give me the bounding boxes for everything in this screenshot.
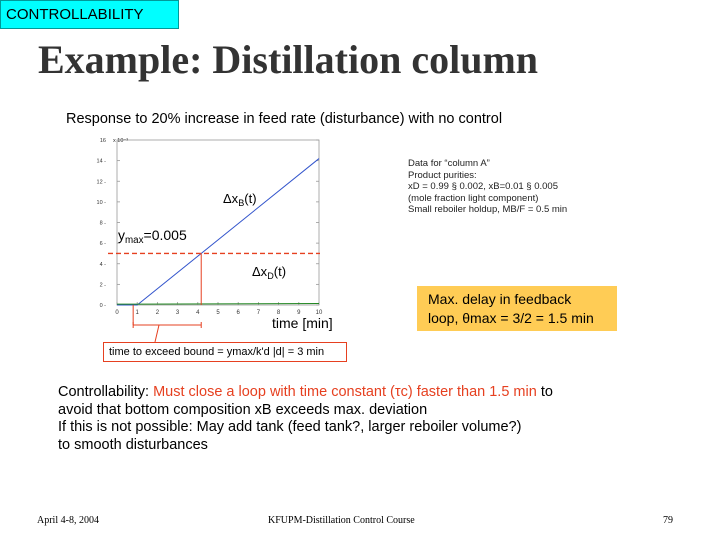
max-delay-box: Max. delay in feedback loop, θmax = 3/2 …	[417, 286, 617, 331]
column-info: Data for “column A” Product purities: xD…	[408, 158, 567, 216]
y-tick-label: 12 -	[97, 179, 107, 185]
y-tick-label: 6 -	[100, 241, 107, 247]
series-line-1	[117, 302, 320, 305]
x-tick-label: 7	[257, 310, 261, 316]
footer-page-number: 79	[663, 515, 673, 526]
info-line: Small reboiler holdup, MB/F = 0.5 min	[408, 204, 568, 215]
x-tick-label: 0	[115, 310, 119, 316]
ymax-label: ymax=0.005	[118, 227, 187, 246]
chart-axes	[116, 139, 320, 306]
series-line-0	[117, 158, 320, 306]
x-tick-label: 6	[237, 310, 241, 316]
chart-ticks: 0 1 2 3 4 5 6 7 8 9 10 16 14 - 12 - 10 - 8 - 6 - 4 - 2 - 0 …	[97, 138, 323, 316]
info-line: (mole fraction light component)	[408, 192, 539, 204]
y-tick-label: 8 -	[100, 221, 107, 227]
controllability-line-1: Controllability: Must close a loop with …	[58, 384, 553, 402]
y-tick-label: 0 -	[100, 303, 107, 309]
delay-line-1: Max. delay in feedback	[428, 291, 572, 307]
controllability-line-4: to smooth disturbances	[58, 436, 208, 453]
controllability-tail: to	[536, 384, 553, 400]
y-tick-label: 4 -	[100, 262, 107, 268]
info-line: Data for “column A”	[408, 158, 490, 169]
x-tick-label: 3	[176, 310, 180, 316]
bracket-pointer-line	[154, 324, 160, 343]
section-tag: CONTROLLABILITY	[0, 0, 179, 29]
slide-title: Example: Distillation column	[38, 37, 539, 82]
info-line: xD = 0.99 § 0.002, xB=0.01 § 0.005	[408, 181, 559, 192]
footer-course: KFUPM-Distillation Control Course	[268, 515, 415, 526]
x-tick-label: 10	[316, 310, 323, 316]
chart-title: Response to 20% increase in feed rate (d…	[66, 111, 503, 127]
y-tick-label: 10 -	[97, 200, 107, 206]
x-tick-label: 4	[196, 310, 200, 316]
plot-frame	[116, 139, 320, 306]
xd-series-label: ΔxD(t)	[252, 264, 286, 281]
x-tick-label: 2	[156, 310, 160, 316]
controllability-line-2: avoid that bottom composition xB exceeds…	[58, 401, 428, 418]
y-tick-label: 14 -	[97, 159, 107, 165]
chart-overlay	[108, 252, 320, 343]
chart-series	[117, 158, 320, 306]
info-line: Product purities:	[408, 169, 477, 181]
x-tick-label: 9	[297, 310, 301, 316]
x-tick-label: 1	[136, 310, 140, 316]
y-tick-label: 16	[100, 138, 106, 144]
controllability-text: Controllability: Must close a loop with …	[58, 384, 553, 454]
x-tick-label: 5	[216, 310, 220, 316]
x-axis-label: time [min]	[272, 315, 333, 331]
x-tick-label: 8	[277, 310, 281, 316]
footer-date: April 4-8, 2004	[37, 515, 99, 526]
controllability-highlight: Must close a loop with time constant (τc…	[153, 384, 537, 400]
y-tick-label: 2 -	[100, 282, 107, 288]
xb-series-label: ΔxB(t)	[223, 191, 257, 208]
delay-line-2: loop, θmax = 3/2 = 1.5 min	[428, 310, 594, 326]
chart-labels: ΔxB(t) ΔxD(t) ymax=0.005 time [min]	[118, 191, 333, 331]
bound-time-box: time to exceed bound = ymax/k'd |d| = 3 …	[103, 342, 347, 362]
controllability-line-3: If this is not possible: May add tank (f…	[58, 419, 522, 435]
y-exponent-label: x 10⁻³	[113, 138, 128, 144]
controllability-lead: Controllability:	[58, 384, 154, 400]
